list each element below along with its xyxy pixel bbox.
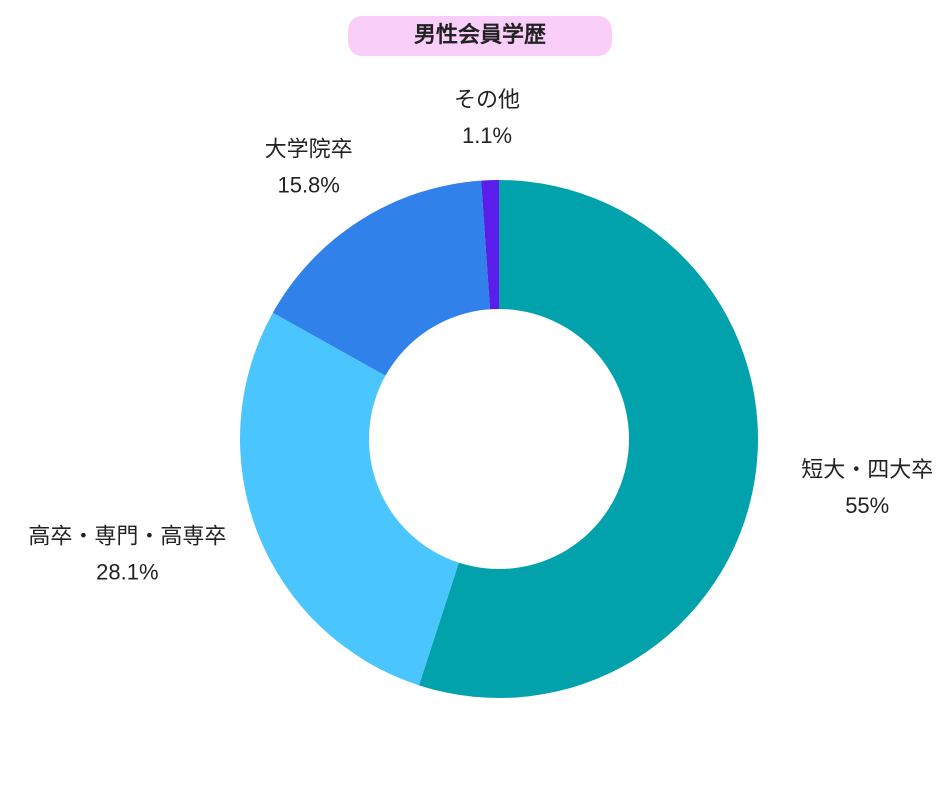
value-label: 28.1% xyxy=(96,560,158,585)
value-label: 1.1% xyxy=(462,123,512,148)
chart-title: 男性会員学歴 xyxy=(414,22,546,47)
title-background xyxy=(348,16,612,56)
slice-label: その他 xyxy=(454,87,520,112)
value-label: 55% xyxy=(845,493,889,518)
donut-slice xyxy=(272,180,491,376)
donut-slice xyxy=(240,312,459,686)
slice-label: 短大・四大卒 xyxy=(801,457,933,482)
donut-slice xyxy=(481,180,499,310)
value-label: 15.8% xyxy=(277,173,339,198)
slice-label: 高卒・専門・高専卒 xyxy=(28,524,226,549)
donut-slice xyxy=(418,180,759,698)
slice-label: 大学院卒 xyxy=(265,137,353,162)
